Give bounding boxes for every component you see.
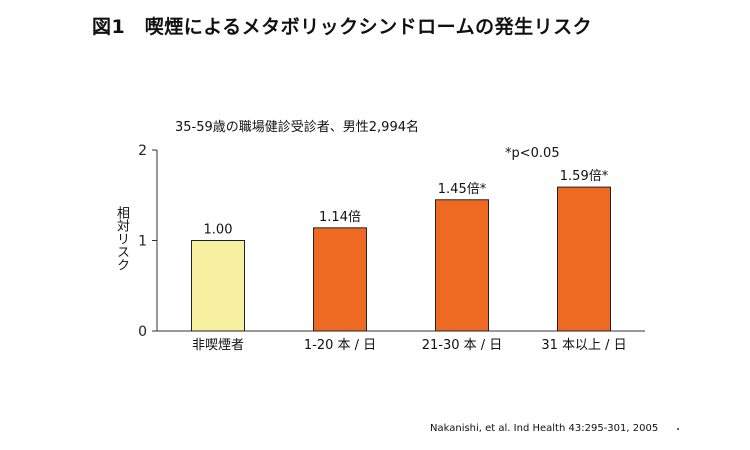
x-tick-label: 31 本以上 / 日 — [541, 338, 626, 353]
y-tick-label: 0 — [138, 324, 147, 340]
chart-subtitle: 35-59歳の職場健診受診者、男性2,994名 — [175, 120, 419, 135]
bar — [557, 186, 611, 332]
y-tick-label: 2 — [138, 143, 147, 159]
trailing-dot — [677, 428, 679, 430]
bar — [435, 199, 489, 332]
significance-note: *p<0.05 — [505, 146, 560, 161]
bar — [191, 240, 245, 332]
data-label: 1.14倍 — [319, 210, 361, 225]
data-label: 1.59倍* — [560, 169, 609, 184]
y-tick-label: 1 — [138, 234, 147, 250]
data-label: 1.00 — [204, 223, 233, 238]
y-axis-label: 相対リスク — [114, 206, 129, 271]
figure-title: 図1 喫煙によるメタボリックシンドロームの発生リスク — [92, 16, 593, 38]
x-tick-label: 非喫煙者 — [192, 338, 244, 353]
x-tick-label: 1-20 本 / 日 — [304, 338, 376, 353]
source-citation: Nakanishi, et al. Ind Health 43:295-301,… — [430, 423, 659, 434]
x-tick-label: 21-30 本 / 日 — [422, 338, 503, 353]
bar — [313, 227, 367, 332]
data-label: 1.45倍* — [438, 182, 487, 197]
